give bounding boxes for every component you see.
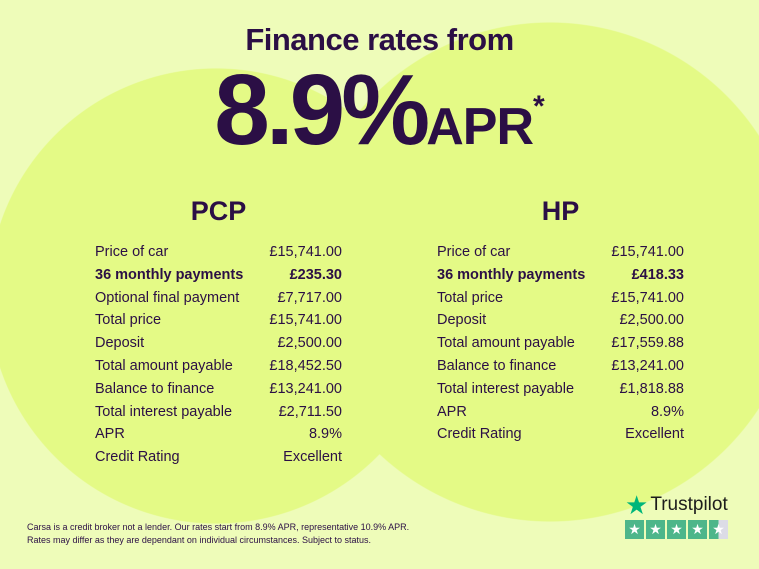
row-label: Balance to finance — [437, 357, 557, 374]
hp-panel: HP Price of car £15,741.00 36 monthly paym… — [437, 196, 684, 446]
row-label: Balance to finance — [95, 380, 215, 397]
row-label: Deposit — [437, 312, 487, 329]
row-value: £235.30 — [289, 266, 342, 283]
row-label: Price of car — [437, 244, 511, 260]
row-value: £18,452.50 — [269, 357, 342, 374]
row-value: £13,241.00 — [269, 380, 342, 397]
row-label: Total amount payable — [95, 357, 233, 374]
table-row: Total amount payable £17,559.88 — [437, 332, 684, 355]
row-label: Total interest payable — [437, 380, 575, 397]
row-label: Optional final payment — [95, 289, 240, 306]
row-value: 8.9% — [650, 403, 684, 420]
trustpilot-label: Trustpilot — [650, 494, 728, 515]
row-value: Excellent — [283, 449, 342, 466]
table-row: Balance to finance £13,241.00 — [95, 378, 342, 401]
row-value: £15,741.00 — [611, 289, 684, 306]
apr-label: APR — [426, 98, 534, 156]
row-label: APR — [95, 426, 125, 443]
headline: Finance rates from — [245, 22, 514, 57]
row-value: £15,741.00 — [611, 244, 684, 260]
table-row: Total amount payable £18,452.50 — [95, 355, 342, 378]
table-row: Balance to finance £13,241.00 — [437, 355, 684, 378]
row-value: Excellent — [625, 426, 684, 443]
row-value: £13,241.00 — [611, 357, 684, 374]
row-value: £7,717.00 — [277, 289, 342, 306]
star-icon: ★ — [709, 520, 728, 539]
asterisk: * — [533, 90, 545, 123]
row-value: £2,500.00 — [277, 335, 342, 352]
rate-value: 8.9% — [214, 54, 430, 166]
row-label: Deposit — [95, 335, 145, 352]
disclaimer: Carsa is a credit broker not a lender. O… — [27, 521, 409, 547]
table-row: 36 monthly payments £418.33 — [437, 264, 684, 287]
row-label: Credit Rating — [437, 426, 522, 443]
row-label: APR — [437, 403, 467, 420]
row-label: Total price — [95, 312, 162, 329]
pcp-title: PCP — [190, 196, 247, 226]
pcp-table: Price of car £15,741.00 36 monthly payment… — [95, 241, 342, 469]
star-icon: ★ — [625, 520, 644, 539]
disclaimer-line-1: Carsa is a credit broker not a lender. O… — [27, 522, 410, 532]
hp-table: Price of car £15,741.00 36 monthly payment… — [437, 241, 684, 446]
table-row: Total interest payable £2,711.50 — [95, 401, 342, 424]
trustpilot-rating: ★ ★ ★ ★ ★ — [625, 520, 728, 539]
row-label: Total interest payable — [95, 403, 233, 420]
trustpilot-badge[interactable]: ★ Trustpilot ★ ★ ★ ★ ★ — [625, 490, 728, 539]
row-value: £418.33 — [631, 266, 684, 283]
table-row: Deposit £2,500.00 — [437, 309, 684, 332]
row-value: 8.9% — [308, 426, 342, 443]
table-row: Price of car £15,741.00 — [437, 241, 684, 264]
row-label: Credit Rating — [95, 449, 180, 466]
row-value: £2,711.50 — [278, 403, 342, 420]
table-row: Price of car £15,741.00 — [95, 241, 342, 264]
table-row: Deposit £2,500.00 — [95, 332, 342, 355]
table-row: Total price £15,741.00 — [437, 287, 684, 310]
row-value: £15,741.00 — [269, 312, 342, 329]
rate-display: 8.9%APR* — [0, 60, 759, 160]
star-icon: ★ — [688, 520, 707, 539]
table-row: Optional final payment £7,717.00 — [95, 287, 342, 310]
row-label: Total price — [437, 289, 504, 306]
row-label: 36 monthly payments — [437, 266, 586, 283]
table-row: Credit Rating Excellent — [437, 423, 684, 446]
table-row: APR 8.9% — [437, 401, 684, 424]
row-value: £15,741.00 — [269, 244, 342, 260]
row-label: Total amount payable — [437, 335, 575, 352]
hp-title: HP — [541, 196, 580, 226]
row-label: Price of car — [95, 244, 169, 260]
trustpilot-star-icon: ★ — [625, 490, 649, 520]
table-row: Total price £15,741.00 — [95, 309, 342, 332]
table-row: 36 monthly payments £235.30 — [95, 264, 342, 287]
row-value: £2,500.00 — [619, 312, 684, 329]
star-icon: ★ — [667, 520, 686, 539]
pcp-panel: PCP Price of car £15,741.00 36 monthly pay… — [95, 196, 342, 469]
row-label: 36 monthly payments — [95, 266, 244, 283]
table-row: Credit Rating Excellent — [95, 446, 342, 469]
table-row: Total interest payable £1,818.88 — [437, 378, 684, 401]
table-row: APR 8.9% — [95, 423, 342, 446]
row-value: £17,559.88 — [611, 335, 684, 352]
star-icon: ★ — [646, 520, 665, 539]
row-value: £1,818.88 — [619, 380, 684, 397]
disclaimer-line-2: Rates may differ as they are dependant o… — [27, 535, 372, 545]
